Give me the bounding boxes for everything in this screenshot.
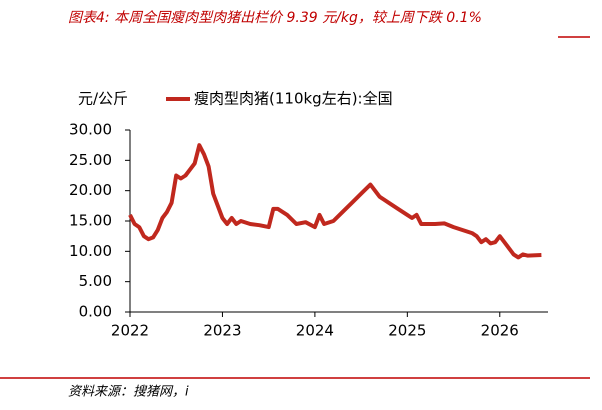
y-tick-label: 10.00 (69, 242, 112, 260)
x-tick-label: 2025 (388, 322, 426, 340)
y-tick-label: 20.00 (69, 181, 112, 199)
y-axis-label: 元/公斤 (78, 90, 128, 108)
y-tick-label: 0.00 (79, 303, 112, 321)
x-tick-label: 2023 (203, 322, 241, 340)
y-tick-label: 5.00 (79, 272, 112, 290)
x-tick-label: 2026 (481, 322, 519, 340)
chart-title: 图表4: 本周全国瘦肉型肉猪出栏价 9.39 元/kg，较上周下跌 0.1% (68, 10, 482, 26)
y-tick-label: 15.00 (69, 212, 112, 230)
x-tick-label: 2022 (111, 322, 149, 340)
y-tick-label: 30.00 (69, 121, 112, 139)
legend-label: 瘦肉型肉猪(110kg左右):全国 (194, 90, 393, 108)
source: 资料来源：搜猪网，i (68, 385, 189, 400)
data-line (128, 143, 542, 260)
y-tick-label: 25.00 (69, 151, 112, 169)
x-tick-label: 2024 (296, 322, 334, 340)
